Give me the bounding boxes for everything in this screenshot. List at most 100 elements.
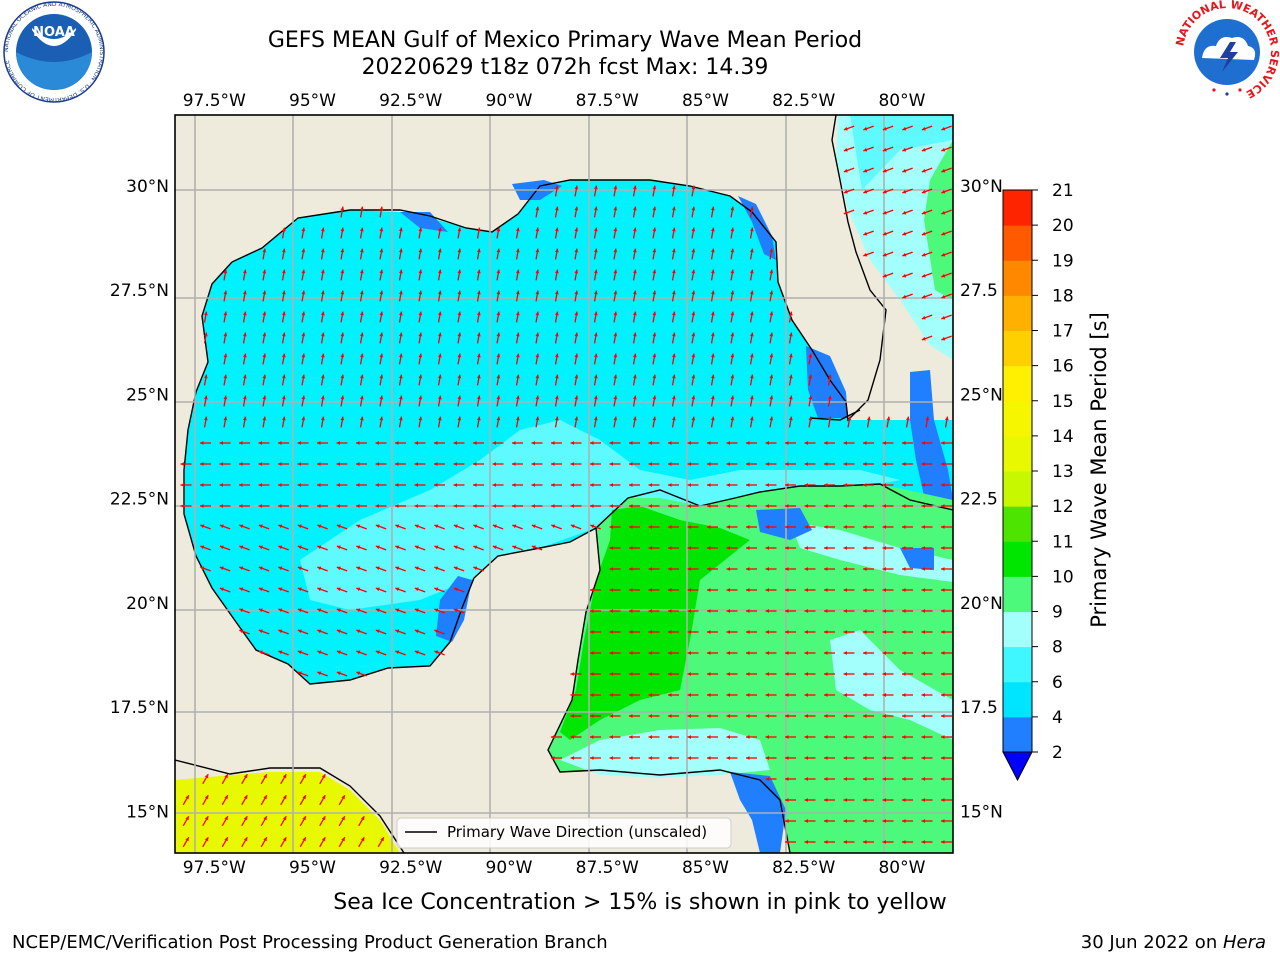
wave-arrow-head bbox=[648, 735, 653, 739]
wave-arrow-head bbox=[301, 374, 306, 379]
wave-arrow-head bbox=[590, 714, 594, 718]
wave-arrow-head bbox=[671, 353, 676, 358]
wave-arrow-head bbox=[535, 395, 540, 400]
wave-arrow-head bbox=[551, 504, 555, 508]
colorbar-tick-label: 15 bbox=[1052, 392, 1074, 412]
wave-arrow-head bbox=[609, 756, 614, 760]
wave-arrow-head bbox=[648, 672, 653, 676]
wave-arrow-head bbox=[921, 630, 926, 634]
wave-arrow-head bbox=[902, 231, 907, 236]
wave-arrow-head bbox=[671, 395, 676, 400]
wave-arrow-head bbox=[320, 332, 325, 337]
colorbar-bin bbox=[1003, 681, 1032, 718]
wave-arrow-head bbox=[356, 524, 361, 529]
wave-arrow-head bbox=[866, 416, 871, 421]
wave-arrow-head bbox=[730, 332, 735, 337]
wave-arrow-head bbox=[554, 185, 559, 190]
wave-arrow-head bbox=[340, 332, 345, 337]
wave-arrow-head bbox=[726, 651, 731, 655]
wave-arrow-head bbox=[629, 567, 633, 571]
lat-labels-right: 30°N 27.5 25°N 22.5 20°N 17.5 15°N bbox=[960, 177, 1003, 822]
wave-arrow-head bbox=[574, 269, 579, 274]
wave-arrow-head bbox=[726, 462, 731, 466]
wave-arrow-head bbox=[301, 248, 306, 253]
wave-arrow-head bbox=[785, 546, 789, 550]
wave-arrow-head bbox=[414, 483, 419, 487]
wave-arrow-head bbox=[824, 483, 828, 487]
wave-arrow-head bbox=[749, 206, 754, 211]
wave-arrow-head bbox=[941, 231, 946, 236]
wave-arrow-head bbox=[476, 353, 481, 358]
wave-arrow-head bbox=[258, 650, 263, 655]
wave-arrow-head bbox=[398, 248, 403, 253]
wave-arrow-head bbox=[629, 693, 633, 697]
wave-arrow-head bbox=[707, 504, 711, 508]
wave-arrow-head bbox=[687, 525, 692, 529]
wave-arrow-head bbox=[398, 290, 403, 295]
lat-tick-label: 22.5°N bbox=[110, 490, 169, 510]
wave-arrow-head bbox=[843, 756, 848, 760]
wave-arrow-head bbox=[535, 227, 540, 232]
wave-arrow-head bbox=[707, 714, 711, 718]
wave-arrow-head bbox=[788, 374, 793, 379]
wave-arrow-head bbox=[243, 816, 248, 821]
wave-arrow-head bbox=[496, 416, 501, 421]
wave-arrow-head bbox=[746, 672, 750, 676]
wave-arrow-head bbox=[418, 416, 423, 421]
colorbar-tick-label: 17 bbox=[1052, 322, 1074, 342]
wave-arrow-head bbox=[652, 395, 657, 400]
colorbar-bin bbox=[1003, 471, 1032, 507]
wave-arrow-head bbox=[574, 395, 579, 400]
lon-tick-label: 92.5°W bbox=[379, 91, 442, 111]
wave-arrow-head bbox=[765, 735, 770, 739]
wave-arrow-head bbox=[925, 416, 930, 421]
wave-arrow-head bbox=[941, 441, 945, 445]
wave-arrow-head bbox=[609, 588, 614, 592]
wave-arrow-head bbox=[921, 483, 926, 487]
wave-arrow-head bbox=[434, 566, 439, 571]
wave-arrow-head bbox=[457, 416, 462, 421]
wave-arrow-head bbox=[710, 374, 715, 379]
wave-arrow-head bbox=[632, 332, 637, 337]
wave-arrow-head bbox=[765, 462, 770, 466]
colorbar-bin bbox=[1003, 225, 1032, 261]
lat-tick-label: 15°N bbox=[126, 802, 169, 822]
wave-arrow-head bbox=[668, 441, 672, 445]
lon-tick-label: 90°W bbox=[486, 858, 533, 878]
wave-arrow-head bbox=[882, 210, 887, 215]
wave-arrow-head bbox=[219, 587, 224, 592]
wave-arrow-head bbox=[902, 462, 906, 466]
wave-arrow-head bbox=[297, 441, 302, 445]
wave-arrow-head bbox=[219, 545, 224, 550]
wave-arrow-head bbox=[629, 672, 633, 676]
chart-title: GEFS MEAN Gulf of Mexico Primary Wave Me… bbox=[267, 28, 863, 53]
wave-arrow-head bbox=[414, 504, 419, 508]
wave-arrow-head bbox=[590, 693, 594, 697]
wave-arrow-head bbox=[317, 441, 321, 445]
wave-arrow-head bbox=[590, 651, 594, 655]
wave-arrow-head bbox=[243, 774, 248, 779]
wave-arrow-head bbox=[609, 483, 614, 487]
wave-arrow-head bbox=[379, 269, 384, 274]
wave-arrow-head bbox=[726, 567, 731, 571]
wave-arrow-head bbox=[613, 416, 618, 421]
wave-arrow-head bbox=[262, 290, 267, 295]
wave-arrow-head bbox=[453, 524, 458, 529]
wave-arrow-head bbox=[863, 252, 868, 257]
wave-arrow-head bbox=[808, 353, 813, 358]
wave-arrow-head bbox=[882, 798, 887, 802]
wave-arrow-head bbox=[691, 185, 696, 190]
wave-arrow-head bbox=[395, 587, 400, 592]
wave-arrow-head bbox=[882, 252, 887, 257]
wave-arrow-head bbox=[437, 311, 442, 316]
wave-arrow-head bbox=[395, 483, 399, 487]
wave-arrow-head bbox=[691, 269, 696, 274]
wave-arrow-head bbox=[356, 587, 361, 592]
wave-arrow-head bbox=[902, 651, 906, 655]
wave-arrow-head bbox=[496, 227, 501, 232]
wave-arrow-head bbox=[200, 462, 204, 466]
wave-arrow-head bbox=[687, 735, 692, 739]
lon-labels-bottom: 97.5°W 95°W 92.5°W 90°W 87.5°W 85°W 82.5°W 80°W bbox=[183, 858, 926, 878]
wave-arrow-head bbox=[749, 248, 754, 253]
wave-arrow-head bbox=[263, 795, 267, 800]
